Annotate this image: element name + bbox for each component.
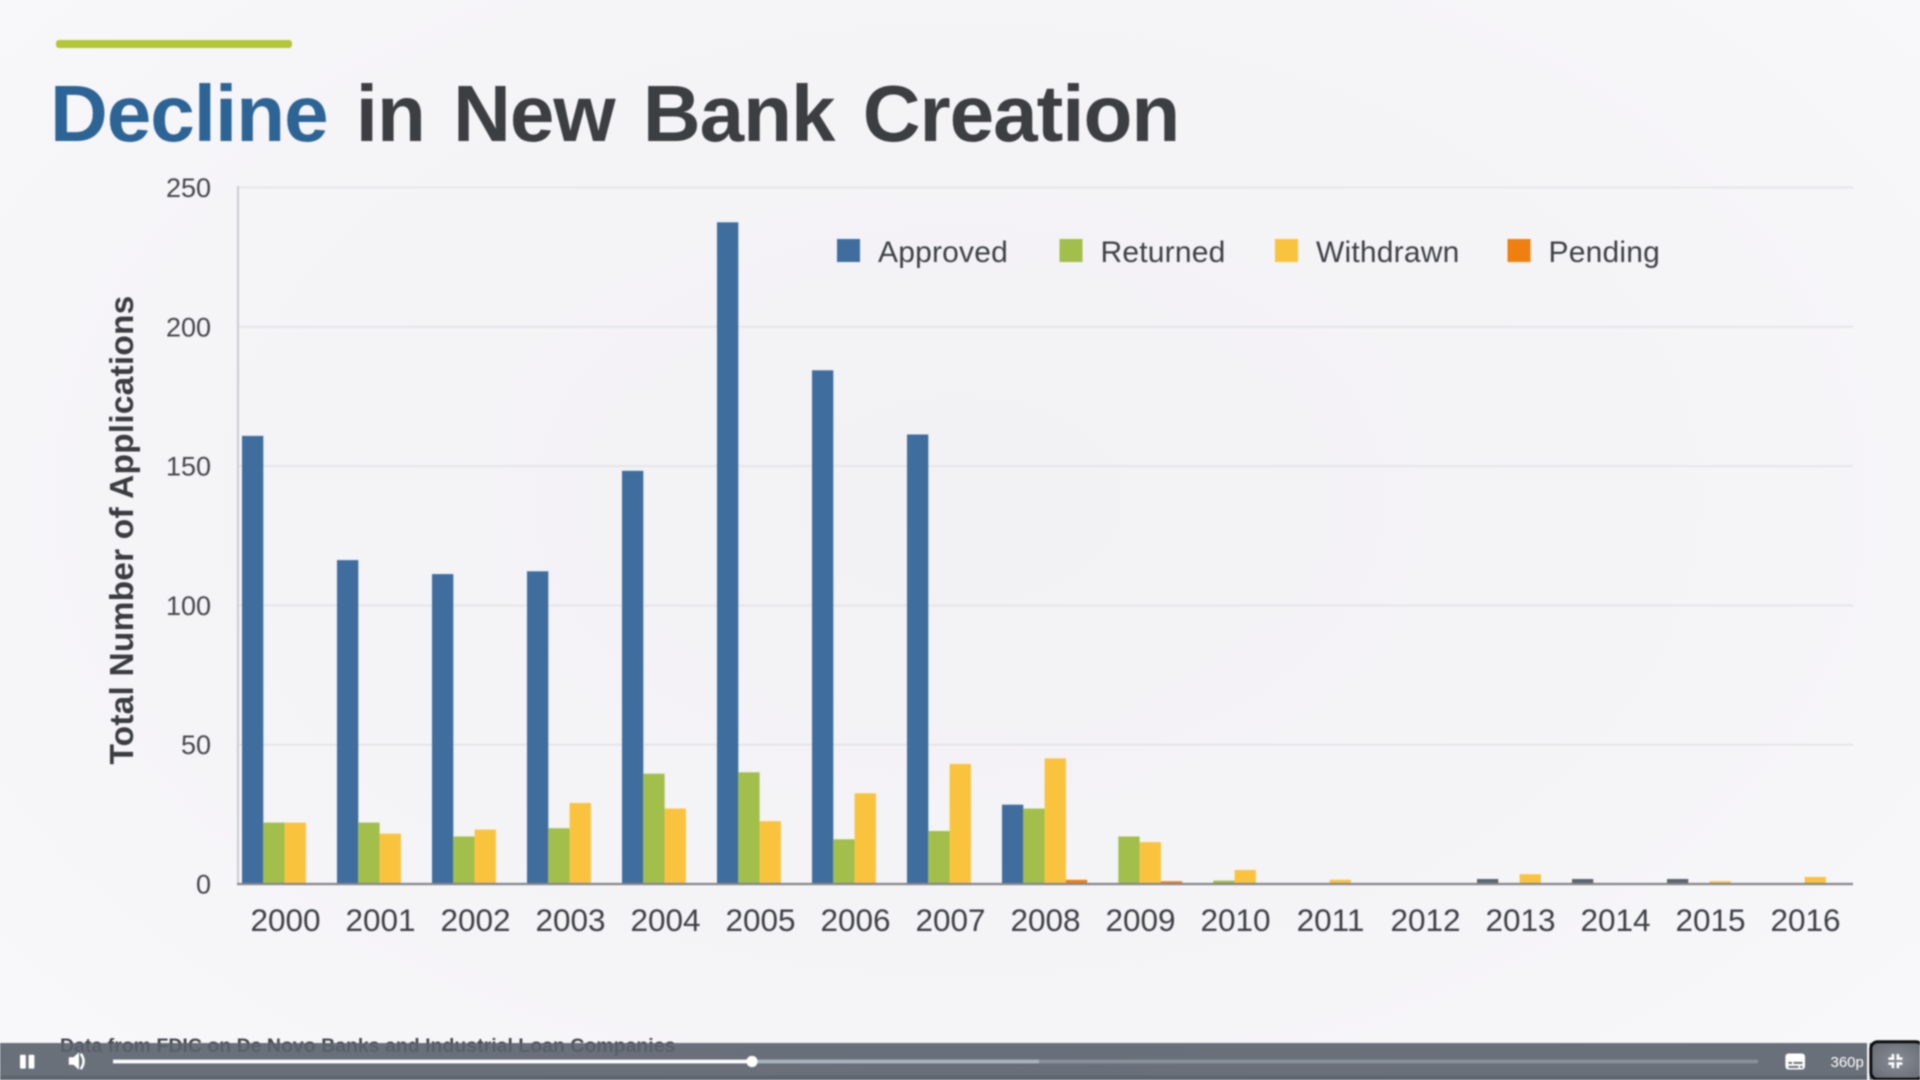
svg-text:Total Number of Applications: Total Number of Applications bbox=[104, 295, 141, 764]
svg-text:2013: 2013 bbox=[1485, 902, 1555, 938]
svg-text:2015: 2015 bbox=[1675, 902, 1745, 938]
svg-text:2006: 2006 bbox=[820, 902, 890, 938]
svg-text:100: 100 bbox=[166, 591, 211, 621]
svg-text:Pending: Pending bbox=[1549, 236, 1661, 269]
svg-text:150: 150 bbox=[166, 452, 211, 482]
svg-text:Returned: Returned bbox=[1101, 236, 1226, 269]
svg-text:2012: 2012 bbox=[1390, 902, 1460, 938]
svg-text:2003: 2003 bbox=[535, 902, 605, 938]
svg-text:2000: 2000 bbox=[250, 902, 320, 938]
svg-text:50: 50 bbox=[181, 730, 211, 760]
svg-text:2009: 2009 bbox=[1105, 902, 1175, 938]
svg-text:2014: 2014 bbox=[1580, 902, 1650, 938]
svg-text:Approved: Approved bbox=[878, 236, 1008, 269]
svg-text:2008: 2008 bbox=[1010, 902, 1080, 938]
svg-text:2011: 2011 bbox=[1297, 902, 1365, 938]
svg-text:2005: 2005 bbox=[725, 902, 795, 938]
svg-text:Withdrawn: Withdrawn bbox=[1316, 236, 1460, 269]
svg-text:2004: 2004 bbox=[630, 902, 700, 938]
svg-text:360p: 360p bbox=[1831, 1054, 1864, 1071]
svg-text:2010: 2010 bbox=[1200, 902, 1270, 938]
svg-text:2007: 2007 bbox=[915, 902, 985, 938]
svg-text:200: 200 bbox=[166, 312, 211, 342]
svg-text:2002: 2002 bbox=[440, 902, 510, 938]
svg-text:250: 250 bbox=[166, 173, 211, 203]
svg-text:2001: 2001 bbox=[345, 902, 415, 938]
svg-text:2016: 2016 bbox=[1770, 902, 1840, 938]
svg-text:0: 0 bbox=[196, 870, 211, 900]
